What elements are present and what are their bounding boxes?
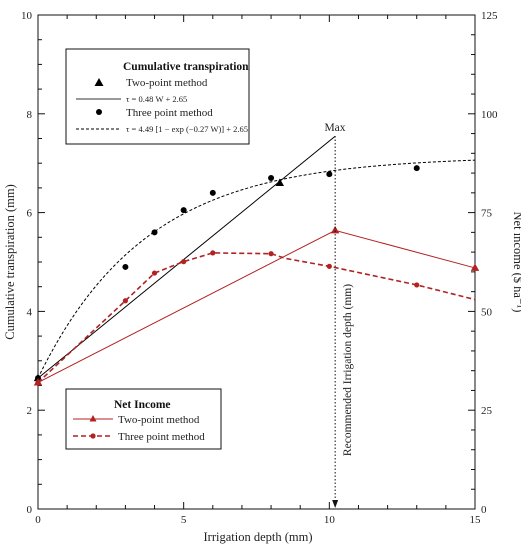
legend-transpiration: Cumulative transpiration Two-point metho…: [65, 48, 250, 145]
x-axis-title: Irrigation depth (mm): [204, 530, 313, 544]
y-right-tick-label: 0: [481, 504, 487, 516]
data-point-circle: [210, 250, 216, 256]
legend-income-triangle-marker: [89, 415, 97, 422]
annotation-layer: [332, 136, 339, 508]
y-right-tick-label: 25: [481, 405, 493, 417]
y-left-tick-label: 2: [27, 405, 33, 417]
income-three-point-method-line: [37, 252, 476, 384]
y-axis-left-title: Cumulative transpiration (mm): [3, 184, 17, 340]
legend-three-point-label: Three point method: [126, 107, 213, 119]
y-right-tick-label: 50: [481, 306, 493, 318]
recommended-depth-arrowhead: [332, 500, 339, 508]
data-point-circle: [35, 379, 41, 386]
data-point-circle: [151, 270, 158, 276]
data-point-circle: [413, 165, 420, 172]
x-tick-label: 15: [470, 514, 482, 526]
legend-linear-equation: τ = 0.48 W + 2.65: [126, 94, 187, 104]
legend-income: Net Income Two-point method Three point …: [65, 388, 222, 450]
y-left-tick-label: 8: [27, 109, 33, 121]
legend-transpiration-title: Cumulative transpiration: [123, 61, 249, 73]
data-point-triangle: [330, 225, 340, 234]
transpiration-two-point-method-line: [37, 135, 336, 379]
legend-two-point-label: Two-point method: [126, 77, 208, 89]
x-tick-label: 0: [35, 514, 41, 526]
legend-income-circle-marker: [90, 433, 96, 439]
data-point-circle: [268, 175, 275, 182]
x-tick-label: 10: [324, 514, 336, 526]
y-left-tick-label: 6: [27, 208, 33, 220]
transpiration-three-point-method-line: [37, 159, 476, 379]
data-point-circle: [326, 171, 333, 178]
y-left-tick-label: 0: [27, 504, 33, 516]
data-point-triangle: [275, 178, 285, 186]
legend-exp-equation: τ = 4.49 [1 − exp (−0.27 W)] + 2.65: [126, 124, 248, 134]
data-point-circle: [122, 263, 129, 270]
y-left-tick-label: 10: [21, 10, 33, 22]
data-point-circle: [414, 282, 420, 288]
data-point-circle: [268, 251, 274, 257]
legend-income-title: Net Income: [114, 399, 171, 411]
recommended-depth-label: Recommended Irrigation depth (mm): [342, 284, 354, 456]
legend-transpiration-box: [65, 48, 250, 145]
data-point-triangle: [470, 263, 480, 271]
max-annotation: Max: [324, 122, 345, 134]
data-point-circle: [181, 259, 187, 265]
series-layer: [33, 135, 480, 386]
legend-income-two-point-label: Two-point method: [118, 414, 200, 426]
data-point-circle: [209, 189, 216, 196]
x-tick-label: 5: [181, 514, 187, 526]
y-axis-right-title: Net income ($ ha⁻¹): [511, 212, 521, 313]
legend-triangle-marker: [94, 78, 104, 86]
data-point-circle: [122, 298, 128, 304]
legend-income-three-point-label: Three point method: [118, 431, 205, 443]
y-right-tick-label: 75: [481, 208, 493, 220]
data-point-circle: [151, 229, 158, 236]
y-right-tick-label: 125: [481, 10, 498, 22]
y-left-tick-label: 4: [27, 306, 33, 318]
data-point-circle: [180, 207, 187, 214]
y-right-tick-label: 100: [481, 109, 498, 121]
data-point-circle: [326, 263, 332, 269]
legend-circle-marker: [96, 109, 102, 115]
